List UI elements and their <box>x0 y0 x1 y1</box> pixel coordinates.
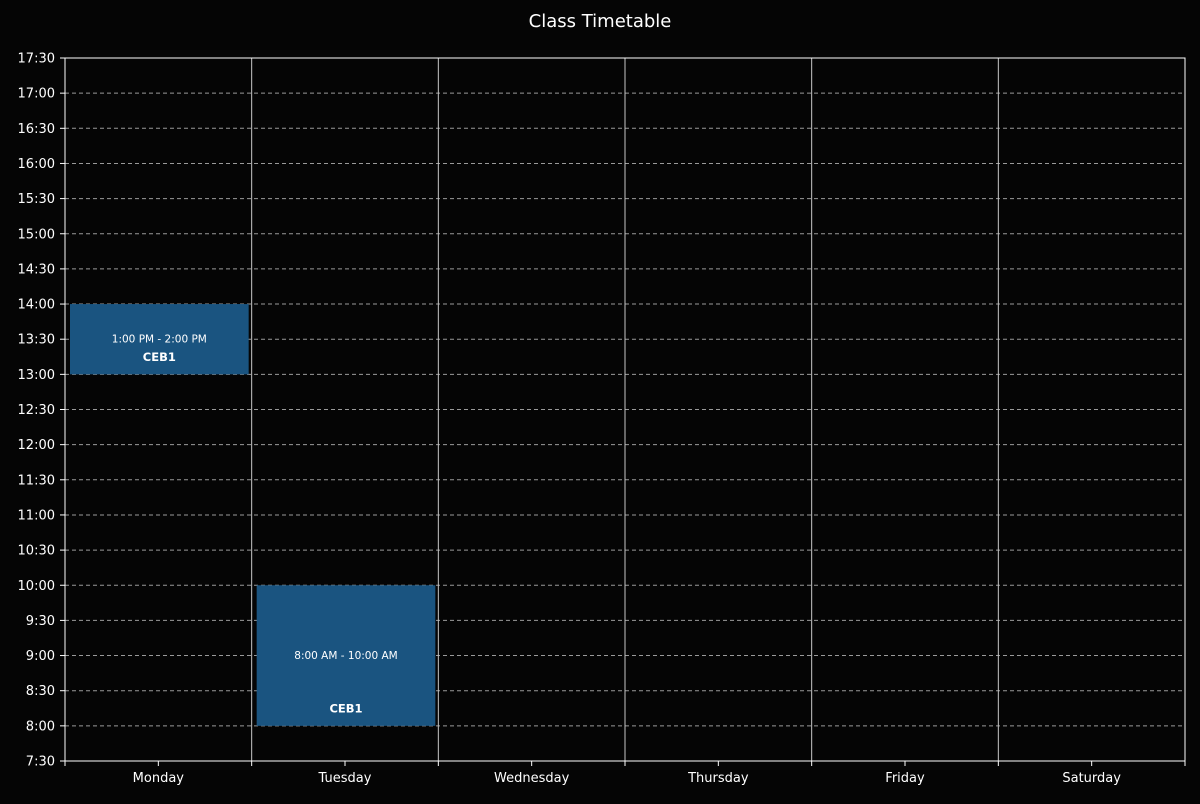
class-block: 1:00 PM - 2:00 PM CEB1 <box>70 304 249 375</box>
y-tick-label: 16:30 <box>18 122 55 137</box>
y-tick-label: 11:00 <box>18 508 55 523</box>
day-label: Friday <box>885 771 925 786</box>
y-tick-label: 17:00 <box>18 87 55 102</box>
y-tick-label: 17:30 <box>18 52 55 67</box>
day-label: Wednesday <box>494 771 570 786</box>
class-course-label: CEB1 <box>143 350 176 364</box>
chart-title: Class Timetable <box>528 11 672 32</box>
y-tick-label: 10:00 <box>18 579 55 594</box>
class-time-label: 1:00 PM - 2:00 PM <box>112 334 207 346</box>
class-block-rect <box>256 585 436 726</box>
class-course-label: CEB1 <box>329 701 362 715</box>
day-label: Tuesday <box>318 771 372 786</box>
day-label: Saturday <box>1062 771 1121 786</box>
y-tick-label: 13:30 <box>18 333 55 348</box>
class-block-rect <box>70 304 249 375</box>
y-tick-label: 15:00 <box>18 227 55 242</box>
y-tick-label: 8:30 <box>26 684 55 699</box>
day-label: Monday <box>133 771 185 786</box>
y-tick-label: 16:00 <box>18 157 55 172</box>
y-tick-label: 9:00 <box>26 649 55 664</box>
y-tick-label: 10:30 <box>18 544 55 559</box>
y-tick-label: 15:30 <box>18 192 55 207</box>
y-tick-label: 11:30 <box>18 473 55 488</box>
y-tick-label: 14:00 <box>18 298 55 313</box>
y-tick-label: 12:00 <box>18 438 55 453</box>
y-tick-label: 9:30 <box>26 614 55 629</box>
day-label: Thursday <box>687 771 749 786</box>
y-tick-label: 8:00 <box>26 719 55 734</box>
y-tick-label: 13:00 <box>18 368 55 383</box>
y-tick-label: 7:30 <box>26 755 55 770</box>
y-tick-label: 12:30 <box>18 403 55 418</box>
class-block: 8:00 AM - 10:00 AM CEB1 <box>256 585 436 726</box>
y-tick-label: 14:30 <box>18 262 55 277</box>
class-time-label: 8:00 AM - 10:00 AM <box>294 650 397 662</box>
